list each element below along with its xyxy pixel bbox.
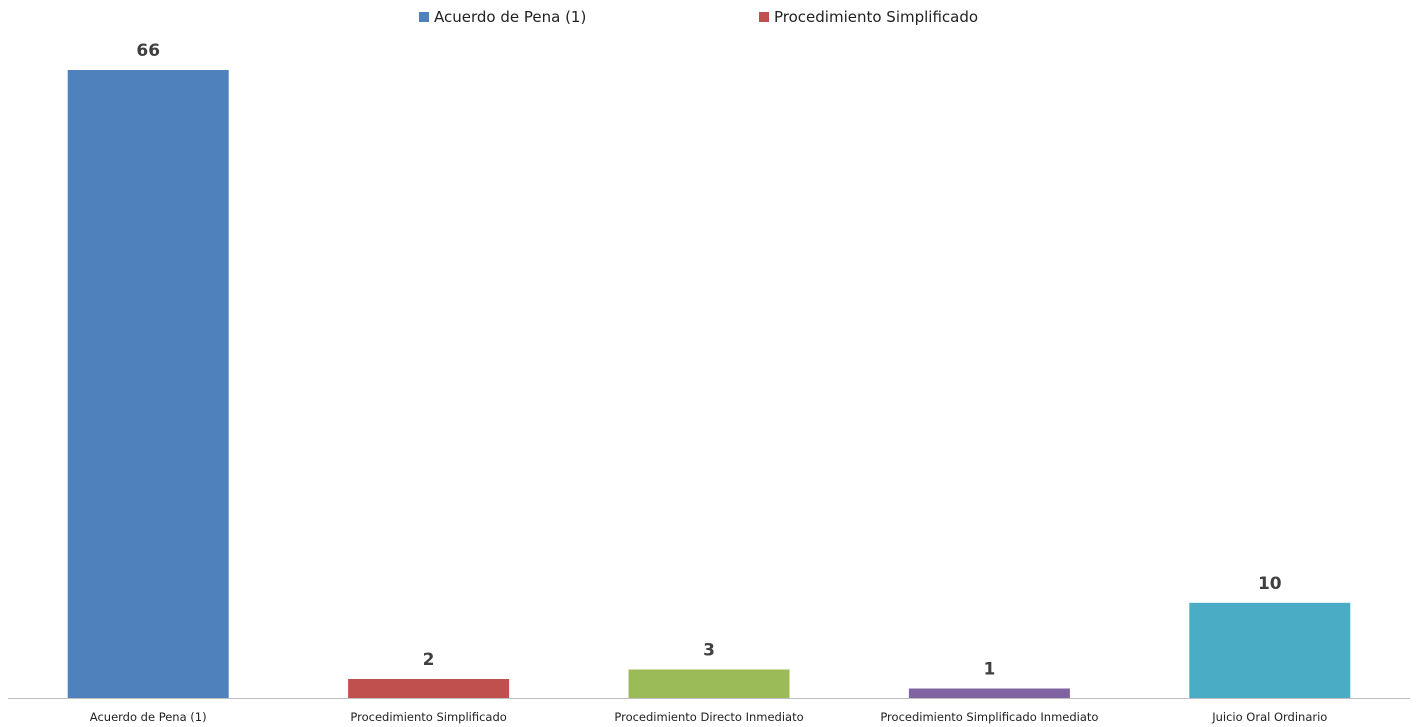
data-labels-layer: 66 2 3 1 10 bbox=[136, 41, 1281, 680]
legend-label-procedimiento-simplificado: Procedimiento Simplificado bbox=[774, 8, 978, 26]
data-label-juicio-oral-ordinario: 10 bbox=[1258, 574, 1282, 594]
legend-label-acuerdo-de-pena: Acuerdo de Pena (1) bbox=[434, 8, 586, 26]
x-tick-label-acuerdo-de-pena-1: Acuerdo de Pena (1) bbox=[90, 710, 207, 724]
data-label-acuerdo-de-pena-1: 66 bbox=[136, 41, 160, 61]
legend: Acuerdo de Pena (1) Procedimiento Simpli… bbox=[419, 8, 978, 26]
data-label-procedimiento-simplificado: 2 bbox=[423, 650, 435, 670]
x-tick-label-procedimiento-simplificado-inmediato: Procedimiento Simplificado Inmediato bbox=[880, 710, 1098, 724]
x-tick-label-juicio-oral-ordinario: Juicio Oral Ordinario bbox=[1211, 710, 1327, 724]
legend-swatch-procedimiento-simplificado bbox=[759, 12, 769, 22]
bar-acuerdo-de-pena-1 bbox=[67, 70, 229, 698]
bar-procedimiento-simplificado bbox=[348, 679, 510, 698]
legend-swatch-acuerdo-de-pena bbox=[419, 12, 429, 22]
bar-juicio-oral-ordinario bbox=[1189, 602, 1351, 698]
data-label-procedimiento-directo-inmediato: 3 bbox=[703, 641, 715, 661]
x-tick-labels-layer: Acuerdo de Pena (1) Procedimiento Simplif… bbox=[90, 710, 1328, 724]
data-label-procedimiento-simplificado-inmediato: 1 bbox=[983, 660, 995, 680]
x-tick-label-procedimiento-directo-inmediato: Procedimiento Directo Inmediato bbox=[614, 710, 803, 724]
bar-procedimiento-directo-inmediato bbox=[628, 669, 790, 698]
bars-layer bbox=[67, 70, 1351, 698]
bar-procedimiento-simplificado-inmediato bbox=[908, 688, 1070, 698]
x-tick-label-procedimiento-simplificado: Procedimiento Simplificado bbox=[350, 710, 506, 724]
